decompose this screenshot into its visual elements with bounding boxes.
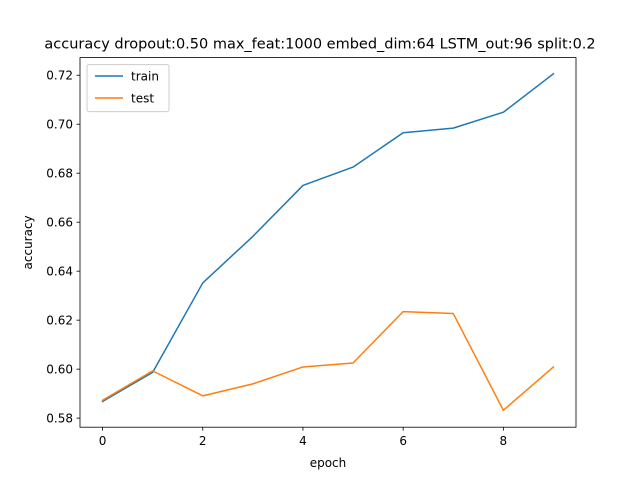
series-line-train (101, 72, 555, 403)
y-axis-ticks: 0.58 0.60 0.62 0.64 0.66 0.68 0.70 0.72 (46, 69, 80, 425)
series-layer (101, 72, 555, 412)
y-tick-label: 0.66 (46, 215, 73, 229)
legend-label-train: train (131, 69, 159, 83)
y-tick-label: 0.60 (46, 362, 73, 376)
y-tick-label: 0.62 (46, 313, 73, 327)
x-tick-label: 8 (500, 434, 508, 448)
plot-frame (79, 57, 577, 428)
legend: train test (86, 64, 170, 113)
x-tick-label: 0 (99, 434, 107, 448)
y-tick-label: 0.58 (46, 411, 73, 425)
x-axis-label: epoch (310, 456, 347, 470)
y-tick-label: 0.64 (46, 264, 73, 278)
legend-label-test: test (131, 91, 154, 105)
x-tick-label: 4 (299, 434, 307, 448)
chart-title: accuracy dropout:0.50 max_feat:1000 embe… (44, 37, 595, 53)
x-tick-label: 2 (199, 434, 207, 448)
y-axis-label: accuracy (21, 215, 35, 269)
y-tick-label: 0.68 (46, 167, 73, 181)
y-tick-label: 0.72 (46, 69, 73, 83)
y-tick-label: 0.70 (46, 118, 73, 132)
x-tick-label: 6 (399, 434, 407, 448)
x-axis-ticks: 0 2 4 6 8 (99, 427, 507, 448)
series-line-test (101, 310, 555, 412)
